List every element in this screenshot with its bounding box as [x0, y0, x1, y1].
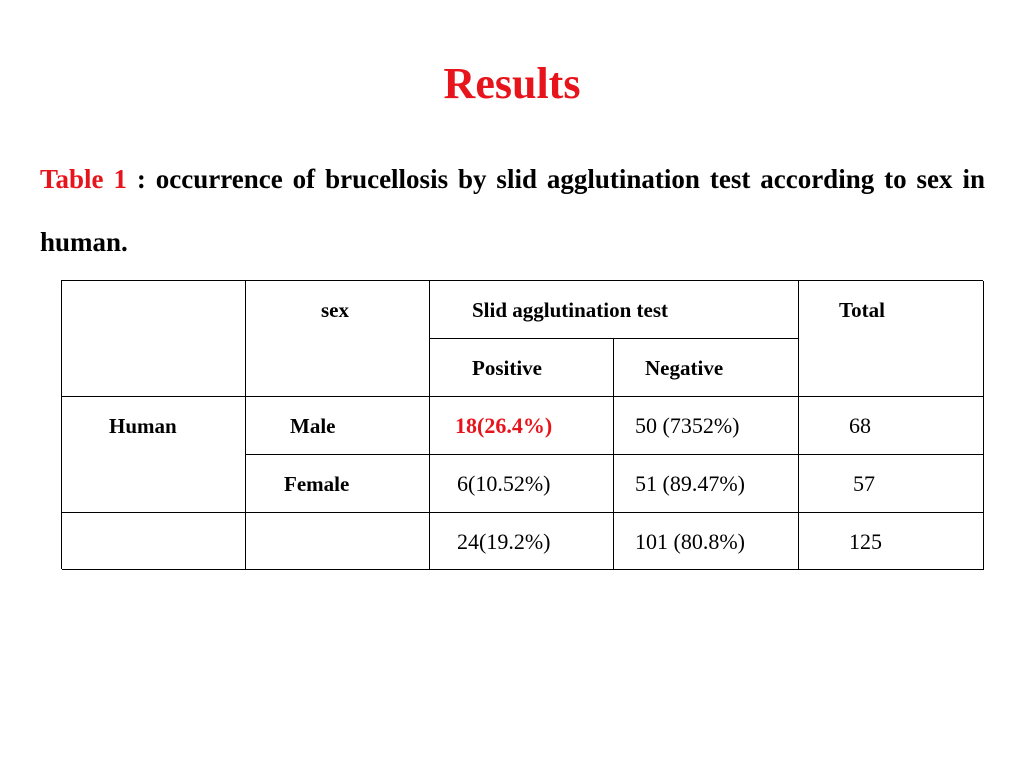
- data-cell: 18(26.4%): [455, 413, 553, 438]
- cell: 68: [799, 397, 984, 455]
- cell: 57: [799, 455, 984, 513]
- row-label: Female: [284, 472, 350, 496]
- row-label: Male: [290, 414, 336, 438]
- cell: 51 (89.47%): [614, 455, 799, 513]
- cell: Human: [62, 397, 246, 513]
- caption-text: : occurrence of brucellosis by slid aggl…: [40, 164, 985, 257]
- header-cell: Positive: [472, 356, 542, 380]
- data-cell: 50 (7352%): [635, 413, 740, 438]
- data-cell: 57: [853, 471, 875, 496]
- row-label: Human: [109, 414, 177, 438]
- cell: 6(10.52%): [430, 455, 614, 513]
- cell: Male: [246, 397, 430, 455]
- slide-title: Results: [443, 59, 581, 108]
- cell: 50 (7352%): [614, 397, 799, 455]
- table-caption: Table 1 : occurrence of brucellosis by s…: [40, 148, 985, 274]
- cell: 24(19.2%): [430, 513, 614, 570]
- header-cell: Total: [839, 298, 885, 322]
- cell: 101 (80.8%): [614, 513, 799, 570]
- cell: [62, 281, 246, 397]
- data-cell: 24(19.2%): [457, 529, 551, 554]
- cell: [246, 513, 430, 570]
- cell: [62, 513, 246, 570]
- cell: Slid agglutination test: [430, 281, 799, 339]
- cell: 125: [799, 513, 984, 570]
- cell: Total: [799, 281, 984, 397]
- caption-label: Table 1: [40, 164, 127, 194]
- data-cell: 68: [849, 413, 871, 438]
- cell: sex: [246, 281, 430, 397]
- data-cell: 6(10.52%): [457, 471, 551, 496]
- data-cell: 51 (89.47%): [635, 471, 745, 496]
- header-cell: sex: [321, 298, 349, 322]
- header-cell: Slid agglutination test: [472, 298, 669, 322]
- table: sex Slid agglutination test Total Positi…: [61, 280, 984, 570]
- header-cell: Negative: [645, 356, 724, 380]
- data-cell: 125: [849, 529, 882, 554]
- cell: Positive: [430, 339, 614, 397]
- cell: 18(26.4%): [430, 397, 614, 455]
- data-cell: 101 (80.8%): [635, 529, 745, 554]
- cell: Negative: [614, 339, 799, 397]
- cell: Female: [246, 455, 430, 513]
